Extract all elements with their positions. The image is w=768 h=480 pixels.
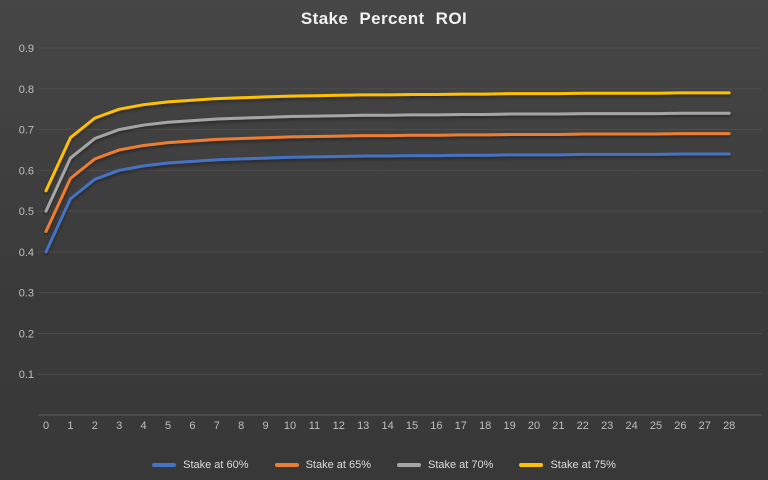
x-tick-label: 28 — [723, 420, 735, 432]
x-tick-label: 3 — [116, 420, 122, 432]
gridlines — [38, 47, 762, 416]
chart-title: Stake Percent ROI — [300, 9, 468, 28]
x-tick-label: 10 — [284, 420, 296, 432]
x-tick-label: 4 — [141, 420, 147, 432]
x-tick-label: 14 — [381, 420, 393, 432]
x-tick-label: 23 — [601, 420, 613, 432]
x-axis-labels: 0 1 2 3 4 5 6 7 8 9 10 11 12 13 14 15 16 17 18 19 20 21 22 23 24… — [43, 420, 735, 432]
x-tick-label: 18 — [479, 420, 491, 432]
x-tick-label: 15 — [406, 420, 418, 432]
legend-marker-icon — [397, 463, 421, 467]
x-tick-label: 17 — [455, 420, 467, 432]
x-tick-label: 22 — [577, 420, 589, 432]
legend-item-stake-at-60[interactable]: Stake at 60% — [152, 459, 249, 471]
legend-label: Stake at 75% — [550, 459, 616, 471]
series-line-stake-at-75[interactable] — [44, 91, 731, 193]
x-tick-label: 21 — [552, 420, 564, 432]
legend-item-stake-at-70[interactable]: Stake at 70% — [397, 459, 493, 471]
legend: Stake at 60% Stake at 65% Stake at 70% Stak… — [0, 459, 768, 471]
y-axis-labels: 0.9 0.8 0.7 0.6 0.5 0.4 0.3 0.2 0.1 — [19, 43, 34, 381]
y-tick-label: 0.6 — [19, 165, 34, 177]
x-tick-label: 8 — [238, 420, 244, 432]
x-tick-label: 25 — [650, 420, 662, 432]
y-tick-label: 0.3 — [19, 288, 34, 300]
legend-marker-icon — [274, 463, 299, 467]
x-tick-label: 27 — [699, 420, 711, 432]
x-tick-label: 9 — [263, 420, 269, 432]
x-tick-label: 11 — [309, 420, 320, 432]
y-tick-label: 0.1 — [19, 369, 34, 381]
x-tick-label: 0 — [43, 420, 49, 432]
legend-label: Stake at 65% — [305, 459, 371, 471]
y-tick-label: 0.5 — [19, 206, 34, 218]
legend-label: Stake at 60% — [183, 459, 249, 471]
x-tick-label: 7 — [214, 420, 220, 432]
y-tick-label: 0.8 — [19, 84, 34, 96]
x-tick-label: 26 — [674, 420, 686, 432]
x-tick-label: 1 — [67, 420, 73, 432]
x-tick-label: 6 — [189, 420, 195, 432]
legend-marker-icon — [152, 463, 177, 467]
x-tick-label: 20 — [528, 420, 540, 432]
y-tick-label: 0.7 — [19, 125, 34, 137]
y-tick-label: 0.2 — [19, 328, 34, 340]
legend-item-stake-at-65[interactable]: Stake at 65% — [274, 459, 371, 471]
legend-marker-icon — [519, 463, 544, 467]
x-tick-label: 2 — [92, 420, 98, 432]
y-tick-label: 0.4 — [19, 247, 34, 259]
x-tick-label: 24 — [625, 420, 637, 432]
legend-item-stake-at-75[interactable]: Stake at 75% — [519, 459, 616, 471]
legend-label: Stake at 70% — [428, 459, 494, 471]
series-line-stake-at-60[interactable] — [44, 152, 731, 254]
x-tick-label: 19 — [503, 420, 515, 432]
x-tick-label: 13 — [357, 420, 369, 432]
series-line-stake-at-65[interactable] — [44, 132, 731, 233]
x-tick-label: 16 — [430, 420, 442, 432]
x-tick-label: 5 — [165, 420, 171, 432]
series-line-stake-at-70[interactable] — [44, 111, 731, 213]
y-tick-label: 0.9 — [19, 43, 34, 55]
x-tick-label: 12 — [333, 420, 345, 432]
